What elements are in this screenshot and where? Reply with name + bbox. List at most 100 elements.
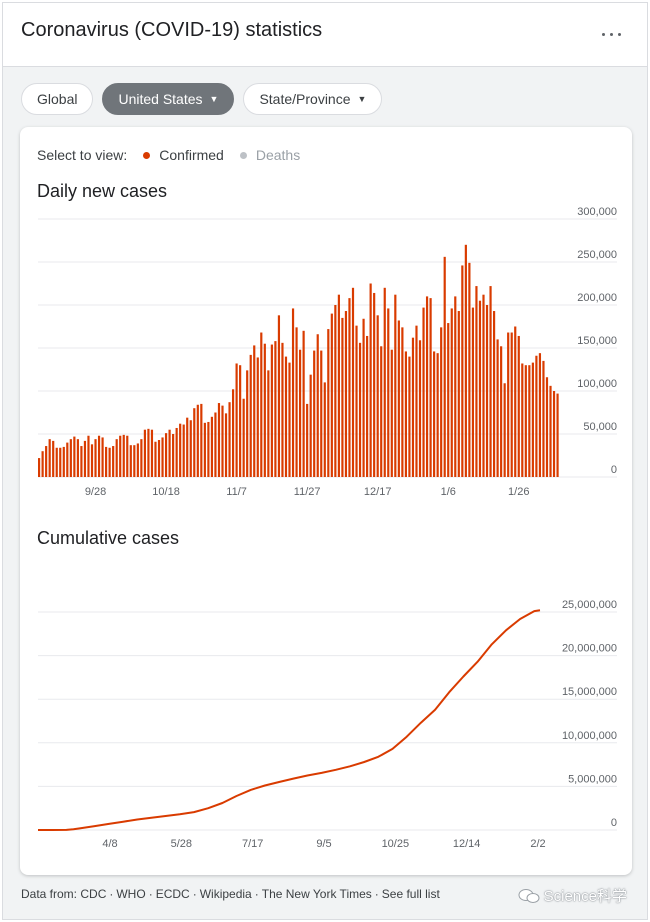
x-tick-label: 4/8 xyxy=(102,838,117,847)
bar xyxy=(531,362,534,477)
bar xyxy=(337,294,340,477)
bar xyxy=(97,435,101,477)
source-link-who[interactable]: WHO xyxy=(116,887,146,901)
bar xyxy=(542,360,545,477)
x-tick-label: 5/28 xyxy=(171,838,192,847)
y-tick-label: 150,000 xyxy=(577,335,617,347)
chip-state-province[interactable]: State/Province ▼ xyxy=(243,83,383,115)
deaths-dot-icon xyxy=(239,151,247,159)
data-sources-footer: Data from: CDC · WHO · ECDC · Wikipedia · The Ne… xyxy=(21,887,440,901)
select-to-view: Select to view: Confirmed Deaths xyxy=(37,147,316,163)
y-tick-label: 200,000 xyxy=(577,292,617,304)
bar xyxy=(214,412,217,477)
bar xyxy=(496,339,499,477)
bar xyxy=(288,362,291,477)
bar xyxy=(323,382,326,477)
bar xyxy=(355,325,358,477)
daily-new-cases-chart[interactable]: 0 50,000 100,000 150,000 200,000 250,000 300,0… xyxy=(20,207,632,507)
bar xyxy=(203,422,206,477)
bar xyxy=(73,436,76,477)
option-confirmed[interactable]: Confirmed xyxy=(143,147,224,163)
bar xyxy=(358,342,362,477)
bar xyxy=(422,307,425,477)
bar xyxy=(256,357,259,477)
bar xyxy=(105,446,108,477)
bar xyxy=(189,420,192,477)
region-filter-chips: Global United States ▼ State/Province ▼ xyxy=(21,83,383,115)
bar xyxy=(549,385,552,477)
bar xyxy=(450,308,453,477)
x-tick-label: 10/25 xyxy=(382,838,410,847)
bar xyxy=(492,311,496,477)
bar xyxy=(380,346,383,477)
option-deaths[interactable]: Deaths xyxy=(239,147,300,163)
option-confirmed-label: Confirmed xyxy=(159,147,224,163)
bar xyxy=(235,363,238,477)
chip-global[interactable]: Global xyxy=(21,83,94,115)
bar xyxy=(373,292,376,477)
bar xyxy=(83,440,87,477)
bar xyxy=(478,300,482,477)
more-options-icon[interactable] xyxy=(601,25,623,41)
source-link-ecdc[interactable]: ECDC xyxy=(155,887,190,901)
cumulative-cases-chart[interactable]: 0 5,000,000 10,000,000 15,000,000 20,000,000… xyxy=(20,587,632,847)
bar xyxy=(45,446,48,477)
source-link-cdc[interactable]: CDC xyxy=(80,887,107,901)
bar xyxy=(440,327,443,477)
bar xyxy=(260,332,263,477)
y-tick-label: 100,000 xyxy=(577,378,617,390)
y-tick-label: 300,000 xyxy=(577,207,617,218)
x-tick-label: 1/6 xyxy=(441,486,456,498)
bar xyxy=(394,294,397,477)
bar xyxy=(291,308,295,477)
see-full-list-link[interactable]: See full list xyxy=(381,887,440,901)
bar xyxy=(521,363,524,477)
y-tick-label: 5,000,000 xyxy=(568,773,617,785)
bar xyxy=(471,307,475,477)
bar xyxy=(168,429,171,477)
bar xyxy=(224,413,228,477)
bar xyxy=(253,345,256,477)
bar xyxy=(468,262,471,477)
bar xyxy=(454,296,457,477)
bar xyxy=(313,350,316,477)
bar xyxy=(436,353,439,477)
bar xyxy=(101,437,104,477)
bar xyxy=(362,318,365,477)
x-tick-label: 2/2 xyxy=(530,838,545,847)
bar xyxy=(507,332,510,477)
bar xyxy=(112,446,115,477)
bar xyxy=(387,308,390,477)
bar xyxy=(239,365,242,477)
chip-united-states[interactable]: United States ▼ xyxy=(102,83,235,115)
source-link-nyt[interactable]: The New York Times xyxy=(261,887,372,901)
bar xyxy=(503,383,506,477)
bar xyxy=(140,439,143,477)
cumulative-chart-title: Cumulative cases xyxy=(37,528,180,548)
bar xyxy=(443,256,446,477)
bar xyxy=(179,423,182,477)
bar xyxy=(489,286,492,477)
bar xyxy=(306,403,309,477)
bar xyxy=(249,354,252,477)
bar xyxy=(556,393,559,477)
source-link-wikipedia[interactable]: Wikipedia xyxy=(199,887,252,901)
bar xyxy=(475,286,478,477)
bar xyxy=(552,391,556,477)
bar xyxy=(150,429,154,477)
bar xyxy=(284,356,288,477)
bar xyxy=(461,265,464,477)
bar xyxy=(129,445,132,477)
bar xyxy=(545,377,549,477)
y-tick-label: 0 xyxy=(611,817,617,829)
bar xyxy=(447,323,450,477)
bar xyxy=(196,404,199,477)
bar xyxy=(175,427,178,477)
bar xyxy=(164,433,168,477)
bar xyxy=(59,447,62,477)
bar xyxy=(231,389,235,477)
bar xyxy=(390,349,393,477)
bar xyxy=(62,446,65,477)
bar xyxy=(327,329,330,477)
